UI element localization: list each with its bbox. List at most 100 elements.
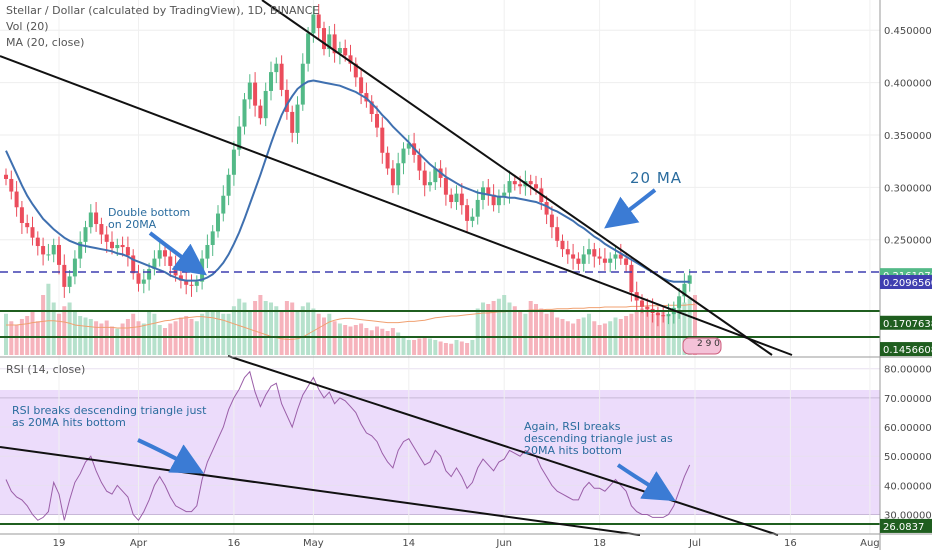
trendline-lower: [0, 55, 793, 356]
candle: [677, 296, 682, 308]
candle: [189, 284, 194, 286]
volume-bar: [210, 311, 215, 355]
candle: [443, 177, 448, 195]
annotation-rsi-left-2: as 20MA hits bottom: [12, 416, 126, 429]
volume-bar: [486, 304, 491, 355]
volume-bar: [25, 316, 30, 355]
volume-bar: [200, 313, 205, 355]
volume-bar: [115, 328, 120, 355]
candle: [231, 149, 236, 175]
volume-bar: [571, 323, 576, 355]
candle: [428, 182, 432, 186]
volume-bar: [274, 306, 279, 355]
candle: [237, 126, 242, 150]
volume-bar: [247, 310, 252, 355]
volume-bar: [528, 301, 533, 355]
candle: [242, 99, 247, 127]
price-badge: [880, 275, 932, 290]
candle: [35, 237, 40, 247]
candle: [284, 89, 289, 112]
candle: [576, 258, 581, 264]
candle: [465, 205, 470, 221]
volume-bar: [443, 343, 448, 355]
rsi-tick-label: 80.00000: [884, 365, 932, 376]
candle: [263, 90, 268, 119]
volume-bar: [184, 316, 189, 355]
candle: [253, 82, 258, 106]
time-tick-label: 14: [402, 538, 415, 549]
volume-bar: [231, 306, 236, 355]
volume-bar: [502, 295, 507, 355]
volume-bar: [41, 295, 46, 355]
candle: [507, 181, 512, 193]
candle: [14, 191, 19, 208]
volume-bar: [396, 332, 401, 355]
candle: [62, 264, 67, 287]
annotation-double-bottom-1: Double bottom: [108, 206, 190, 219]
rsi-tick-label: 30.00000: [884, 511, 932, 522]
annotation-double-bottom-2: on 20MA: [108, 218, 157, 231]
annotation-rsi-right-1: Again, RSI breaks: [524, 420, 621, 433]
candle: [25, 222, 30, 228]
volume-bar: [412, 340, 417, 355]
candle: [152, 258, 157, 270]
time-tick-label: Apr: [130, 538, 148, 549]
volume-bar: [30, 310, 35, 355]
candle: [401, 148, 406, 164]
volume-bar: [465, 343, 470, 355]
volume-bar: [242, 302, 247, 355]
volume-bar: [4, 313, 8, 355]
candle: [279, 63, 284, 90]
candle: [78, 241, 83, 259]
volume-bar: [454, 340, 459, 355]
ma-legend: MA (20, close): [6, 36, 84, 49]
candle: [406, 143, 411, 149]
volume-bar: [523, 313, 528, 355]
volume-bar: [544, 313, 549, 355]
volume-bar: [364, 328, 369, 355]
time-tick-label: 19: [53, 538, 66, 549]
volume-bar: [369, 330, 374, 355]
volume-bar: [110, 326, 114, 355]
event-badge[interactable]: 2 9 0: [682, 337, 722, 355]
candle: [608, 258, 613, 263]
volume-bar: [634, 310, 639, 355]
volume-bar: [216, 310, 220, 355]
volume-bar: [147, 310, 152, 355]
arrow-rsi-left: [137, 438, 205, 474]
price-labels: 0.21619780.20965600.17076380.145660826.0…: [880, 268, 932, 533]
volume-bar: [496, 298, 501, 355]
rsi-trendline-upper: [227, 355, 779, 536]
volume-bar: [306, 302, 311, 355]
candle: [417, 154, 422, 171]
candle: [571, 254, 576, 259]
volume-bar: [539, 308, 544, 355]
volume-bar: [385, 331, 390, 355]
candle: [602, 258, 607, 263]
candle: [549, 214, 554, 228]
candle: [88, 212, 93, 228]
price-badge-text: 0.1456608: [883, 345, 932, 356]
candle: [247, 82, 252, 100]
time-tick-label: Jun: [495, 538, 512, 549]
candle: [581, 254, 586, 264]
candle: [19, 207, 24, 223]
candle: [163, 250, 167, 257]
volume-bar: [459, 341, 464, 355]
volume-bar: [35, 321, 40, 355]
volume-bar: [141, 323, 146, 355]
volume-bar: [438, 341, 443, 355]
volume-bar: [534, 304, 538, 355]
rsi-line: [5, 370, 691, 522]
candle: [565, 249, 570, 255]
candle: [369, 101, 374, 115]
rsi-trendline-lower: [0, 446, 641, 536]
rsi-badge: [880, 518, 932, 533]
volume-bar: [624, 316, 629, 355]
